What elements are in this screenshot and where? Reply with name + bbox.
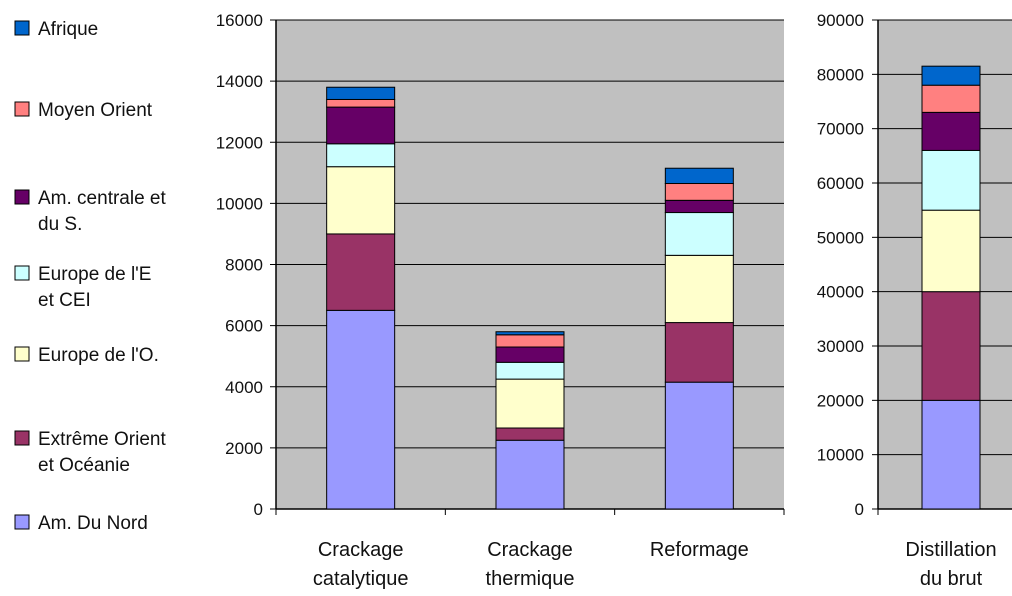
bar-segment-extreme-orient-et-oceanie — [495, 427, 565, 441]
bar-segment-moyen-orient — [921, 84, 981, 113]
x-category-label: Distillation du brut — [905, 539, 996, 590]
bar-segment-extreme-orient-et-oceanie — [921, 291, 981, 401]
bar-segment-europe-de-l-e-et-cei — [326, 143, 396, 168]
x-category-label: Reformage — [650, 539, 749, 561]
y-tick-label: 50000 — [817, 228, 864, 247]
legend-swatch — [14, 20, 30, 36]
y-tick-label: 0 — [855, 500, 864, 519]
bar-segment-afrique — [495, 331, 565, 336]
legend-label: Moyen Orient — [38, 100, 153, 121]
y-tick-label: 20000 — [817, 391, 864, 410]
y-tick-label: 14000 — [216, 72, 263, 91]
y-tick-label: 10000 — [216, 194, 263, 213]
legend-swatch — [14, 430, 30, 446]
legend-label: Extrême Orient et Océanie — [38, 429, 166, 476]
bar-segment-extreme-orient-et-oceanie — [664, 322, 734, 383]
y-tick-label: 10000 — [817, 446, 864, 465]
x-category-label: Crackage catalytique — [313, 539, 409, 590]
bar-segment-am-centrale-et-du-s — [664, 199, 734, 214]
y-tick-label: 60000 — [817, 174, 864, 193]
y-tick-label: 6000 — [225, 317, 263, 336]
legend-swatch — [14, 514, 30, 530]
legend-item-moyen-orient: Moyen Orient — [14, 100, 153, 121]
y-tick-label: 80000 — [817, 65, 864, 84]
y-tick-label: 8000 — [225, 256, 263, 275]
bar-segment-am-du-nord — [664, 381, 734, 510]
legend-item-europe-de-l-o: Europe de l'O. — [14, 345, 159, 366]
legend-swatch — [14, 265, 30, 281]
bar-segment-moyen-orient — [495, 334, 565, 348]
bar-segment-europe-de-l-e-et-cei — [664, 212, 734, 256]
legend-label: Afrique — [38, 19, 98, 40]
bar-segment-am-du-nord — [326, 309, 396, 510]
legend-item-europe-de-l-e-et-cei: Europe de l'E et CEI — [14, 264, 151, 311]
bar-segment-moyen-orient — [664, 183, 734, 201]
legend-swatch — [14, 346, 30, 362]
bar-segment-am-centrale-et-du-s — [326, 106, 396, 145]
y-tick-label: 0 — [254, 500, 263, 519]
bar-segment-extreme-orient-et-oceanie — [326, 233, 396, 311]
legend-item-am-centrale-et-du-s: Am. centrale et du S. — [14, 188, 166, 235]
chart-crude-distillation: 0 10000 20000 30000 40000 50000 60000 70000 8000… — [817, 11, 1012, 590]
legend-item-am-du-nord: Am. Du Nord — [14, 513, 148, 534]
bar-segment-afrique — [664, 167, 734, 185]
bar-segment-europe-de-l-e-et-cei — [495, 361, 565, 380]
x-category-label: Crackage thermique — [486, 539, 575, 590]
legend-label: Europe de l'E et CEI — [38, 264, 151, 311]
y-tick-label: 16000 — [216, 11, 263, 30]
bar-segment-europe-de-l-o — [495, 378, 565, 429]
bar-segment-europe-de-l-o — [326, 166, 396, 235]
y-tick-label: 4000 — [225, 378, 263, 397]
bar-segment-europe-de-l-e-et-cei — [921, 149, 981, 211]
legend-swatch — [14, 101, 30, 117]
y-tick-label: 90000 — [817, 11, 864, 30]
legend-label: Am. centrale et du S. — [38, 188, 166, 235]
y-tick-label: 2000 — [225, 439, 263, 458]
bar-segment-afrique — [921, 65, 981, 86]
y-tick-label: 40000 — [817, 283, 864, 302]
bar-segment-europe-de-l-o — [921, 209, 981, 293]
legend: Afrique Moyen Orient Am. centrale et du S. E… — [14, 19, 166, 534]
bar-segment-afrique — [326, 86, 396, 100]
bar-segment-am-du-nord — [921, 399, 981, 510]
legend-swatch — [14, 189, 30, 205]
bar-segment-am-centrale-et-du-s — [921, 111, 981, 151]
legend-item-afrique: Afrique — [14, 19, 98, 40]
bar-segment-am-du-nord — [495, 439, 565, 510]
bar-segment-moyen-orient — [326, 98, 396, 108]
y-tick-label: 70000 — [817, 120, 864, 139]
legend-item-extreme-orient-et-oceanie: Extrême Orient et Océanie — [14, 429, 166, 476]
legend-label: Europe de l'O. — [38, 345, 159, 366]
chart-refining-processes: 0 2000 4000 6000 8000 10000 12000 14000 16000 Cra… — [216, 11, 785, 590]
bar-segment-am-centrale-et-du-s — [495, 346, 565, 363]
bar-segment-europe-de-l-o — [664, 254, 734, 324]
y-tick-label: 30000 — [817, 337, 864, 356]
legend-label: Am. Du Nord — [38, 513, 148, 534]
y-tick-label: 12000 — [216, 133, 263, 152]
